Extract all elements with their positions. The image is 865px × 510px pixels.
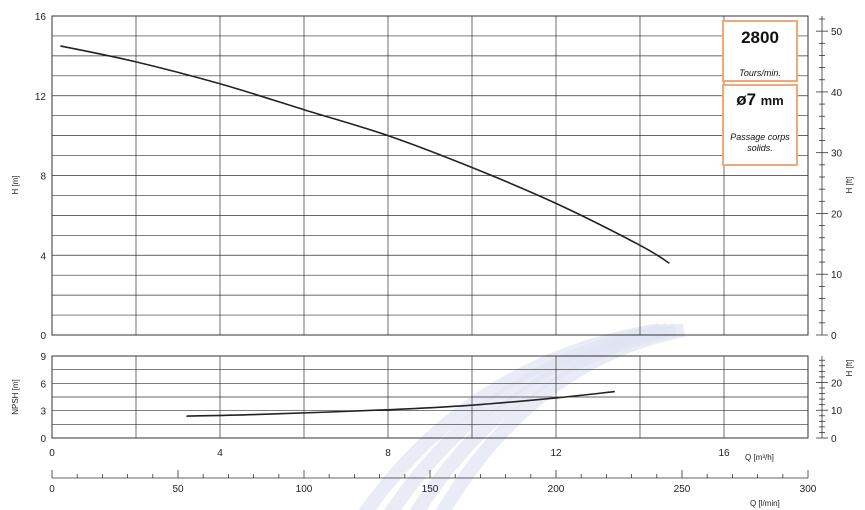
y-right-tick-label-head: 40 — [831, 88, 843, 99]
secondary-x-tick-label: 100 — [296, 484, 313, 495]
y-tick-label-head: 0 — [40, 331, 46, 342]
passage-size: ø7 mm — [724, 90, 796, 110]
y-axis-label-head: H [m] — [11, 175, 20, 194]
secondary-x-tick-label: 150 — [422, 484, 439, 495]
y-right-tick-label-head: 30 — [831, 149, 843, 160]
x-tick-label-m3h: 16 — [718, 448, 730, 459]
x-tick-label-m3h: 12 — [550, 448, 562, 459]
speed-value: 2800 — [741, 28, 779, 47]
secondary-x-tick-label: 0 — [49, 484, 55, 495]
y-tick-label-npsh: 0 — [40, 434, 46, 445]
speed-info-box: 2800 Tours/min. — [722, 20, 798, 82]
secondary-x-tick-label: 300 — [800, 484, 817, 495]
bottom-grid — [51, 355, 809, 439]
secondary-x-tick-label: 250 — [674, 484, 691, 495]
x-axis-label-m3h: Q [m³/h] — [745, 453, 774, 462]
y-right-tick-label-head: 0 — [831, 331, 837, 342]
y-right-tick-label-npsh: 0 — [831, 434, 837, 445]
y-right-tick-label-head: 10 — [831, 270, 843, 281]
secondary-x-tick-label: 200 — [548, 484, 565, 495]
watermark-logo — [358, 323, 686, 510]
watermark-stroke — [435, 323, 686, 510]
x-tick-label-m3h: 4 — [217, 448, 223, 459]
y-tick-label-head: 4 — [40, 251, 46, 262]
passage-value: ø7 — [736, 90, 757, 109]
passage-unit: mm — [760, 93, 784, 108]
passage-label: Passage corps solids. — [730, 132, 790, 153]
top-grid — [51, 15, 809, 336]
speed-unit: Tours/min. — [739, 68, 781, 78]
x-tick-label-m3h: 0 — [49, 448, 55, 459]
head-curve — [60, 45, 670, 264]
passage-info-box: ø7 mm Passage corps solids. — [722, 84, 798, 166]
y-right-tick-label-npsh: 10 — [831, 406, 843, 417]
npsh-curve — [186, 390, 615, 417]
y-tick-label-npsh: 9 — [40, 352, 46, 363]
y-tick-label-head: 8 — [40, 172, 46, 183]
x-tick-label-m3h: 8 — [385, 448, 391, 459]
y-tick-label-npsh: 3 — [40, 407, 46, 418]
y-tick-label-head: 12 — [35, 92, 47, 103]
secondary-x-tick-label: 50 — [172, 484, 184, 495]
top-axis-ticks: 0 4 8 12 16 0 10 20 30 40 50 — [35, 12, 843, 342]
y-right-tick-label-head: 50 — [831, 27, 843, 38]
y-right-axis-label-head: H [ft] — [845, 177, 854, 194]
bottom-axis-ticks: 0 3 6 9 0 4 8 12 16 0 10 20 — [40, 352, 842, 459]
y-tick-label-npsh: 6 — [40, 379, 46, 390]
secondary-x-axis: 0 50 100 150 200 250 300 — [49, 470, 817, 495]
x-axis-label-lmin: Q [l/min] — [750, 499, 780, 508]
y-axis-label-npsh: NPSH [m] — [11, 379, 20, 415]
y-right-axis-label-npsh: H [ft] — [845, 360, 854, 377]
y-tick-label-head: 16 — [35, 12, 47, 23]
y-right-tick-label-npsh: 20 — [831, 378, 843, 389]
y-right-tick-label-head: 20 — [831, 209, 843, 220]
